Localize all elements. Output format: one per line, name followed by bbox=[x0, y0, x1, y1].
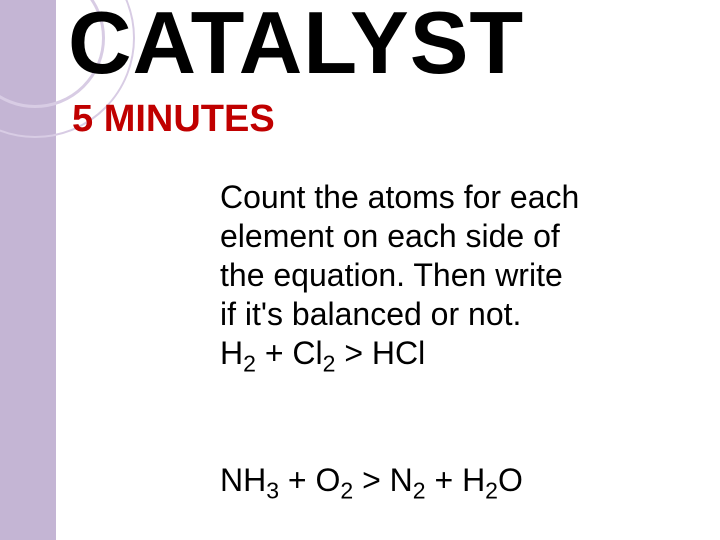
instruction-line: the equation. Then write bbox=[220, 257, 563, 293]
equation-1: H2 + Cl2 > HCl bbox=[220, 335, 425, 371]
equation-2: NH3 + O2 > N2 + H2O bbox=[220, 462, 523, 499]
slide-subtitle: 5 MINUTES bbox=[72, 98, 275, 141]
instruction-line: element on each side of bbox=[220, 218, 560, 254]
slide-title: CATALYST bbox=[68, 0, 524, 94]
instruction-line: Count the atoms for each bbox=[220, 179, 579, 215]
instruction-text: Count the atoms for each element on each… bbox=[220, 178, 710, 373]
instruction-line: if it's balanced or not. bbox=[220, 296, 521, 332]
